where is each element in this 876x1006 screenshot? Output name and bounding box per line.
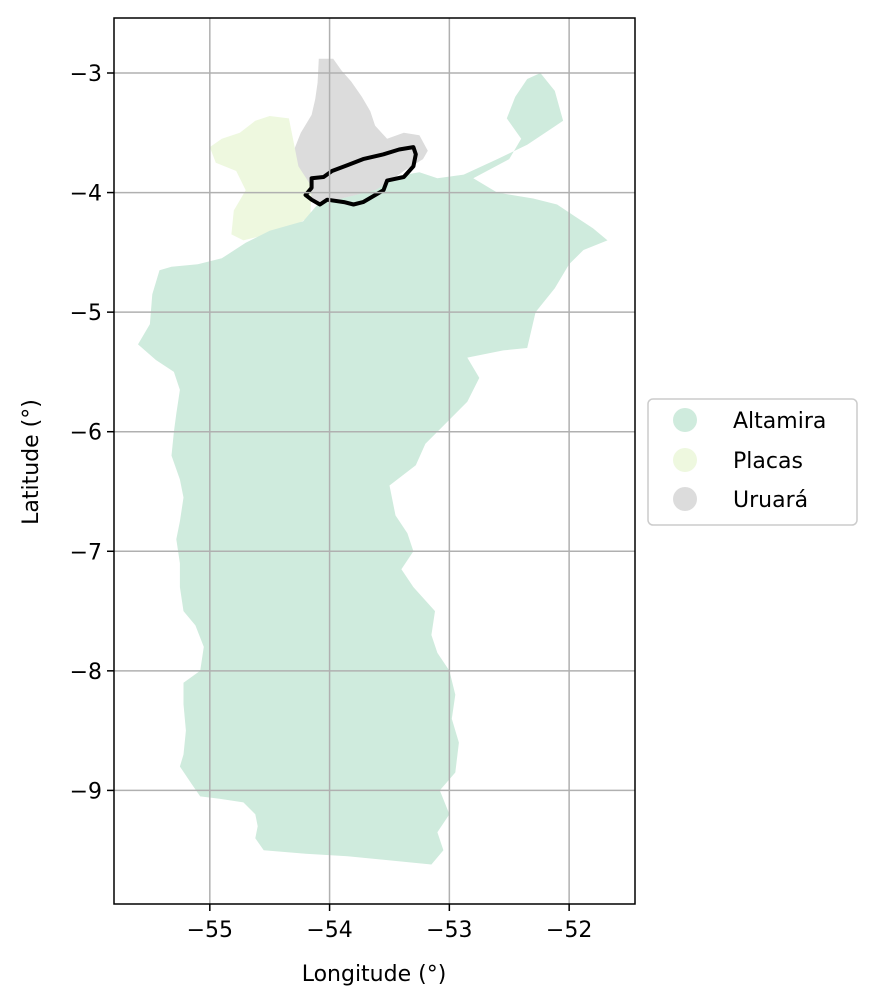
legend-label-placas: Placas <box>733 449 803 474</box>
x-tick-label: −54 <box>306 918 352 943</box>
y-tick-label: −7 <box>70 540 102 565</box>
y-tick-label: −3 <box>70 62 102 87</box>
y-tick-label: −8 <box>70 660 102 685</box>
legend: Altamira Placas Uruará <box>648 399 857 525</box>
legend-marker-placas <box>673 448 697 472</box>
y-tick-label: −4 <box>70 182 102 207</box>
legend-marker-altamira <box>673 408 697 432</box>
legend-label-altamira: Altamira <box>733 409 826 434</box>
y-tick-label: −5 <box>70 301 102 326</box>
legend-label-uruara: Uruará <box>733 488 808 513</box>
y-tick-label: −9 <box>70 779 102 804</box>
region-placas <box>210 116 312 240</box>
regions-layer <box>138 59 608 865</box>
legend-marker-uruara <box>673 487 697 511</box>
y-axis-label: Latitude (°) <box>19 399 44 525</box>
x-tick-label: −52 <box>546 918 592 943</box>
x-axis-label: Longitude (°) <box>302 962 447 987</box>
y-tick-label: −6 <box>70 421 102 446</box>
x-tick-label: −53 <box>426 918 472 943</box>
x-tick-label: −55 <box>187 918 233 943</box>
region-altamira <box>138 73 608 865</box>
